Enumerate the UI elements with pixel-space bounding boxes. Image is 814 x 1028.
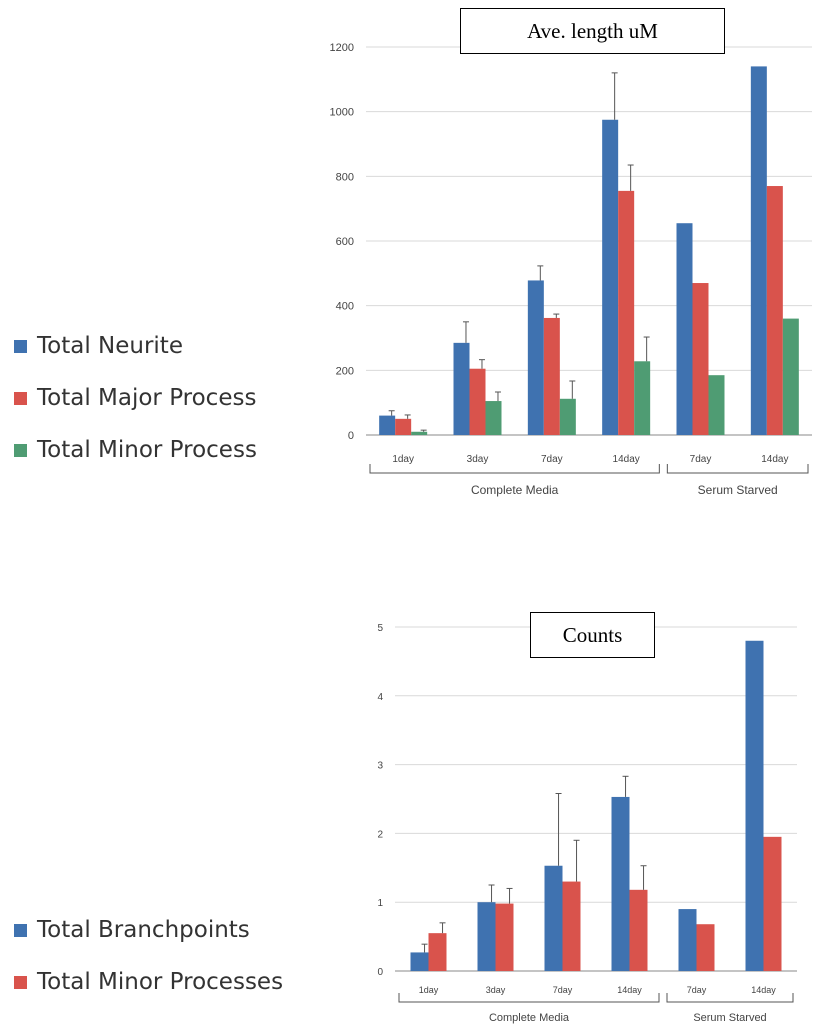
counts-bar [696,924,715,971]
legend-item-total-major-process: Total Major Process [14,372,257,424]
legend-label-total-major-process: Total Major Process [37,385,257,411]
length-group-bracket [666,464,809,474]
counts-bar [745,640,764,971]
counts-group-label: Serum Starved [693,1012,766,1024]
length-category-label: 14day [761,454,788,465]
length-bar [543,317,560,435]
counts-bar [629,889,648,971]
length-chart-title: Ave. length uM [460,8,725,54]
length-bar [750,66,767,436]
length-legend: Total Neurite Total Major Process Total … [14,320,257,476]
length-y-tick-label: 1200 [330,42,354,54]
length-chart: 0 200 400 600 800 1000 1200 1day 3day 7day 14day 7d… [330,42,812,497]
counts-y-tick-label: 0 [377,967,383,978]
counts-bar [410,952,429,971]
length-bar [676,223,693,435]
legend-item-total-neurite: Total Neurite [14,320,257,372]
counts-bar [477,902,496,971]
counts-category-label: 1day [419,985,439,995]
length-group-label: Complete Media [471,483,559,497]
length-category-label: 7day [690,454,712,465]
length-bar [618,190,635,435]
length-y-tick-label: 0 [348,430,354,442]
counts-category-label: 14day [617,985,642,995]
counts-y-tick-label: 5 [377,623,383,634]
counts-y-tick-label: 1 [377,898,383,909]
legend-label-total-branchpoints: Total Branchpoints [37,917,250,943]
legend-swatch-total-neurite [14,339,27,353]
legend-swatch-total-major-process [14,391,27,405]
legend-swatch-total-minor-process [14,443,27,457]
length-bar [527,280,544,435]
legend-swatch-total-branchpoints [14,923,27,937]
counts-y-tick-label: 3 [377,761,383,772]
length-bar [485,401,502,435]
length-bar [453,342,470,435]
length-bar [708,375,725,435]
length-bar [766,186,783,435]
counts-chart-title: Counts [530,612,655,658]
length-bar [782,318,799,435]
counts-y-tick-label: 2 [377,829,383,840]
legend-label-total-minor-processes: Total Minor Processes [37,969,284,995]
length-bar [379,415,396,435]
counts-bar [562,881,581,971]
counts-bar [495,903,514,971]
length-group-bracket [369,464,660,474]
length-category-label: 7day [541,454,563,465]
length-bar [692,283,709,435]
legend-swatch-total-minor-processes [14,975,27,989]
counts-bar [544,865,563,971]
length-y-tick-label: 800 [336,171,354,183]
length-bar [411,431,428,435]
counts-bar [678,909,697,971]
length-bar [469,368,486,435]
legend-label-total-minor-process: Total Minor Process [37,437,257,463]
counts-category-label: 3day [486,985,506,995]
length-y-tick-label: 600 [336,236,354,248]
legend-item-total-minor-processes: Total Minor Processes [14,956,283,1008]
legend-item-total-branchpoints: Total Branchpoints [14,904,283,956]
counts-group-label: Complete Media [489,1012,570,1024]
length-bar [602,119,619,435]
counts-bar [428,933,447,971]
length-y-tick-label: 1000 [330,107,354,119]
length-y-tick-label: 400 [336,301,354,313]
length-bar [395,418,412,435]
length-category-label: 14day [613,454,640,465]
counts-group-bracket [398,993,660,1003]
counts-category-label: 14day [751,985,776,995]
counts-bar [611,796,630,971]
counts-category-label: 7day [553,985,573,995]
counts-legend: Total Branchpoints Total Minor Processes [14,904,283,1008]
length-bar [634,361,651,435]
length-bar [559,398,576,435]
counts-category-label: 7day [687,985,707,995]
length-category-label: 1day [392,454,414,465]
length-group-label: Serum Starved [698,483,778,497]
legend-item-total-minor-process: Total Minor Process [14,424,257,476]
length-y-tick-label: 200 [336,365,354,377]
counts-y-tick-label: 4 [377,692,383,703]
counts-bar [763,836,782,971]
legend-label-total-neurite: Total Neurite [37,333,183,359]
length-category-label: 3day [467,454,489,465]
counts-group-bracket [666,993,794,1003]
